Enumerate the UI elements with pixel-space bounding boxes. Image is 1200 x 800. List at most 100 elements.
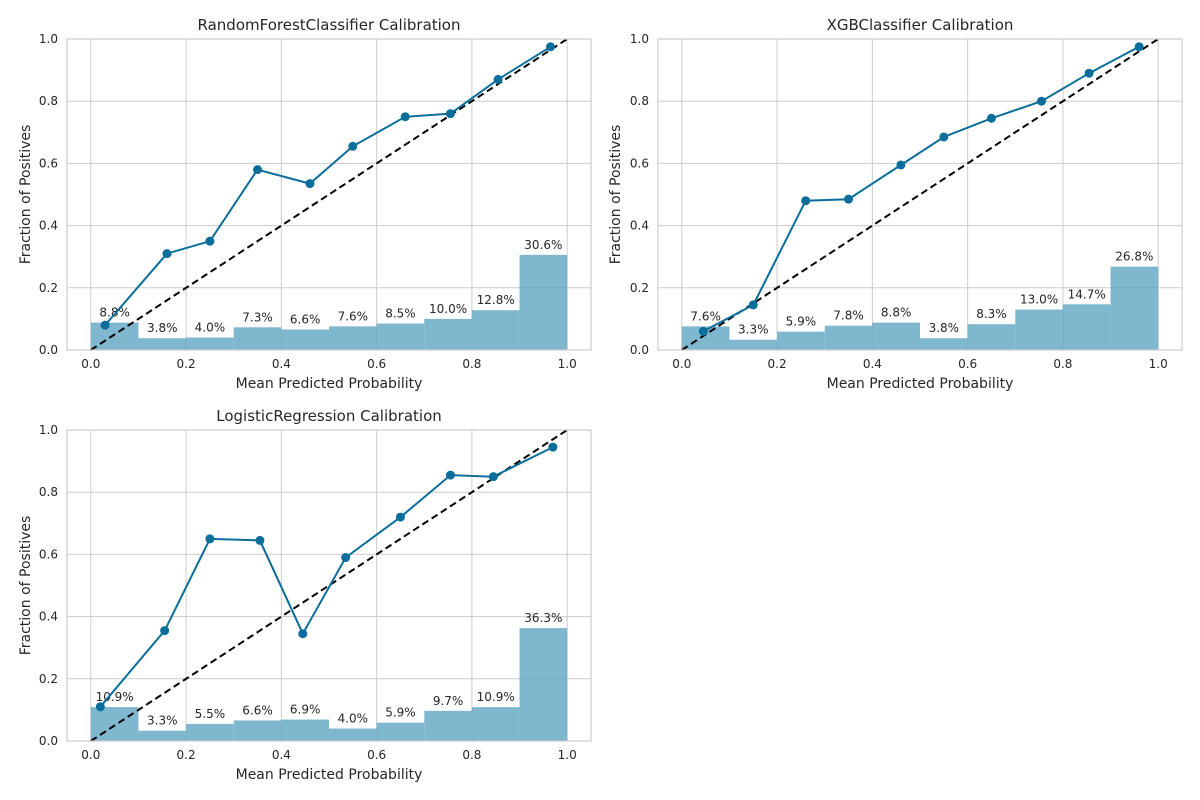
y-tick-label: 0.0 [630, 343, 649, 357]
x-tick-label: 0.4 [272, 748, 291, 762]
histogram-bar [1110, 266, 1159, 350]
bar-data-label: 8.5% [385, 307, 416, 321]
x-tick-label: 0.8 [462, 357, 481, 371]
x-tick-label: 0.2 [177, 748, 196, 762]
x-axis-label: Mean Predicted Probability [236, 376, 423, 392]
calibration-point [253, 165, 263, 175]
histogram-bar [777, 331, 825, 350]
histogram-bar [376, 722, 425, 741]
calibration-point [939, 132, 949, 142]
bar-data-label: 13.0% [1020, 293, 1058, 307]
calibration-point [445, 109, 455, 119]
y-tick-label: 0.4 [39, 610, 58, 624]
bar-data-label: 10.0% [429, 302, 467, 316]
histogram-bar [967, 324, 1016, 350]
perfect-calibration-line [681, 38, 1159, 351]
calibration-point [445, 470, 455, 480]
bar-data-label: 12.8% [477, 293, 515, 307]
calibration-curve [104, 45, 552, 326]
calibration-point [896, 160, 906, 170]
bar-data-label: 7.3% [242, 310, 273, 324]
x-axis-label: Mean Predicted Probability [236, 767, 423, 783]
bar-data-label: 14.7% [1068, 287, 1106, 301]
plot-frame [657, 38, 1183, 351]
bar-data-label: 26.8% [1115, 250, 1153, 264]
histogram-bar [824, 325, 873, 350]
calibration-point [1134, 42, 1144, 52]
perfect-calibration-line [90, 429, 568, 742]
bar-data-label: 4.0% [195, 321, 226, 335]
calibration-curve [99, 446, 554, 708]
bar-data-label: 10.9% [477, 690, 515, 704]
calibration-point [341, 553, 351, 563]
calibration-point [305, 179, 315, 189]
chart-title: XGBClassifier Calibration [827, 16, 1014, 34]
x-tick-label: 0.8 [462, 748, 481, 762]
calibration-point [1084, 68, 1094, 78]
histogram-bar [281, 329, 329, 350]
histogram-bar [186, 723, 234, 741]
x-tick-label: 1.0 [1149, 357, 1168, 371]
calibration-point [395, 512, 405, 522]
x-tick-label: 1.0 [558, 357, 577, 371]
bar-data-label: 3.3% [738, 323, 769, 337]
histogram-bar [872, 322, 920, 350]
y-tick-label: 0.2 [39, 672, 58, 686]
x-tick-label: 0.6 [367, 357, 386, 371]
calibration-point [986, 113, 996, 123]
histogram-bar [233, 327, 282, 350]
calibration-point [493, 74, 503, 84]
x-tick-label: 0.6 [958, 357, 977, 371]
bar-data-label: 10.9% [96, 690, 134, 704]
y-tick-label: 0.6 [39, 156, 58, 170]
calibration-point [205, 534, 215, 544]
bar-data-label: 9.7% [433, 694, 464, 708]
bar-data-label: 3.3% [147, 714, 178, 728]
histogram-bar [138, 338, 187, 350]
histogram-bar [329, 326, 377, 350]
x-tick-label: 0.8 [1053, 357, 1072, 371]
calibration-point [748, 300, 758, 310]
calibration-point [698, 326, 708, 336]
calibration-point [205, 236, 215, 246]
y-tick-label: 0.0 [39, 734, 58, 748]
x-tick-label: 1.0 [558, 748, 577, 762]
bar-data-label: 7.8% [833, 309, 864, 323]
calibration-point [298, 629, 308, 639]
calibration-point [548, 442, 558, 452]
calibration-point [488, 472, 498, 482]
bar-data-label: 7.6% [690, 309, 721, 323]
calibration-panel-xgb: XGBClassifier Calibration Mean Predicted… [608, 16, 1183, 392]
y-tick-label: 0.8 [630, 94, 649, 108]
bar-data-label: 8.8% [881, 306, 912, 320]
histogram-bar [376, 323, 425, 350]
y-tick-label: 0.4 [630, 219, 649, 233]
histogram-bar [471, 310, 520, 350]
bar-data-label: 4.0% [338, 712, 369, 726]
bar-data-label: 5.9% [385, 706, 416, 720]
x-tick-label: 0.4 [272, 357, 291, 371]
chart-title: LogisticRegression Calibration [216, 407, 442, 425]
y-tick-label: 0.6 [630, 156, 649, 170]
calibration-point [255, 535, 265, 545]
plot-frame [66, 38, 592, 351]
histogram-bar [186, 337, 234, 350]
y-tick-label: 0.2 [630, 281, 649, 295]
calibration-point [1036, 96, 1046, 106]
x-tick-label: 0.6 [367, 748, 386, 762]
histogram-bar [729, 339, 778, 350]
histogram-bar [1015, 309, 1063, 350]
bar-data-label: 6.6% [242, 703, 273, 717]
x-tick-label: 0.4 [863, 357, 882, 371]
y-axis-label: Fraction of Positives [18, 125, 34, 265]
histogram-bar [329, 728, 377, 741]
y-axis-label: Fraction of Positives [608, 125, 624, 265]
calibration-point [160, 626, 170, 636]
y-tick-label: 0.4 [39, 219, 58, 233]
histogram-bar [1062, 304, 1111, 350]
y-tick-label: 1.0 [39, 423, 58, 437]
calibration-point [801, 196, 811, 206]
plot-frame [66, 429, 592, 742]
histogram-bar [681, 326, 730, 350]
